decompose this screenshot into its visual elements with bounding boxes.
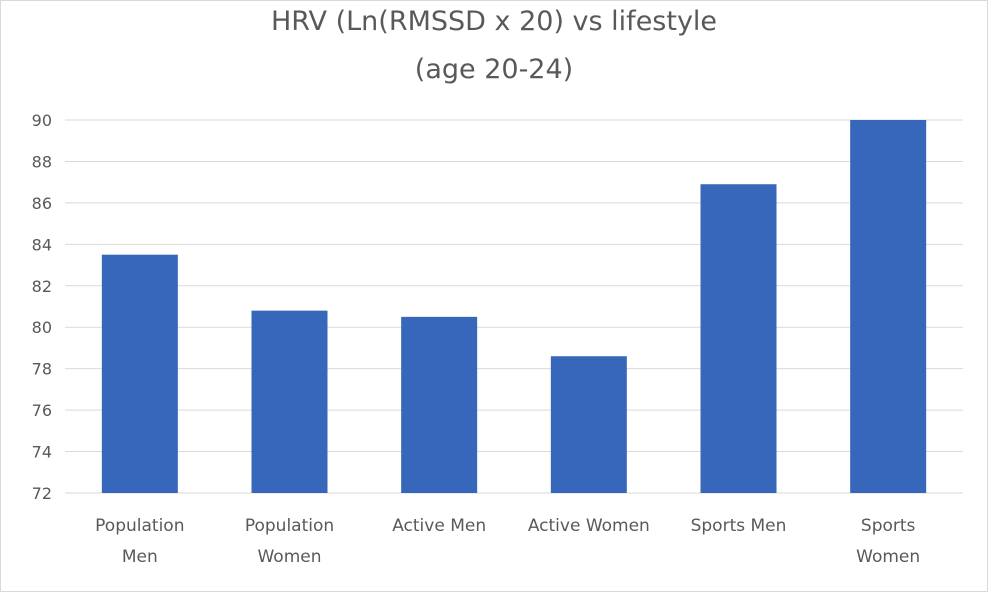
y-tick-label: 84 xyxy=(32,235,52,254)
y-tick-label: 78 xyxy=(32,360,52,379)
y-tick-label: 72 xyxy=(32,484,52,503)
y-tick-label: 80 xyxy=(32,318,52,337)
chart-title-line-2: (age 20-24) xyxy=(414,54,574,85)
bar xyxy=(101,254,178,493)
x-tick-label: Population xyxy=(95,516,184,536)
x-tick-label: Population xyxy=(245,516,334,536)
y-tick-label: 74 xyxy=(32,443,52,462)
bar xyxy=(850,120,927,493)
x-tick-label: Women xyxy=(856,547,920,567)
bar xyxy=(700,184,777,493)
x-tick-label: Men xyxy=(122,547,158,567)
x-tick-label: Active Women xyxy=(528,516,650,536)
y-tick-label: 76 xyxy=(32,401,52,420)
chart-title-line-1: HRV (Ln(RMSSD x 20) vs lifestyle xyxy=(270,6,718,37)
x-tick-label: Women xyxy=(257,547,321,567)
bar xyxy=(550,356,627,493)
y-tick-label: 88 xyxy=(32,152,52,171)
y-tick-label: 82 xyxy=(32,277,52,296)
x-tick-label: Sports Men xyxy=(691,516,787,536)
bar xyxy=(401,316,478,493)
x-tick-label: Active Men xyxy=(392,516,486,536)
y-tick-label: 86 xyxy=(32,194,52,213)
y-tick-label: 90 xyxy=(32,111,52,130)
x-tick-label: Sports xyxy=(861,516,916,536)
bar xyxy=(251,310,328,493)
